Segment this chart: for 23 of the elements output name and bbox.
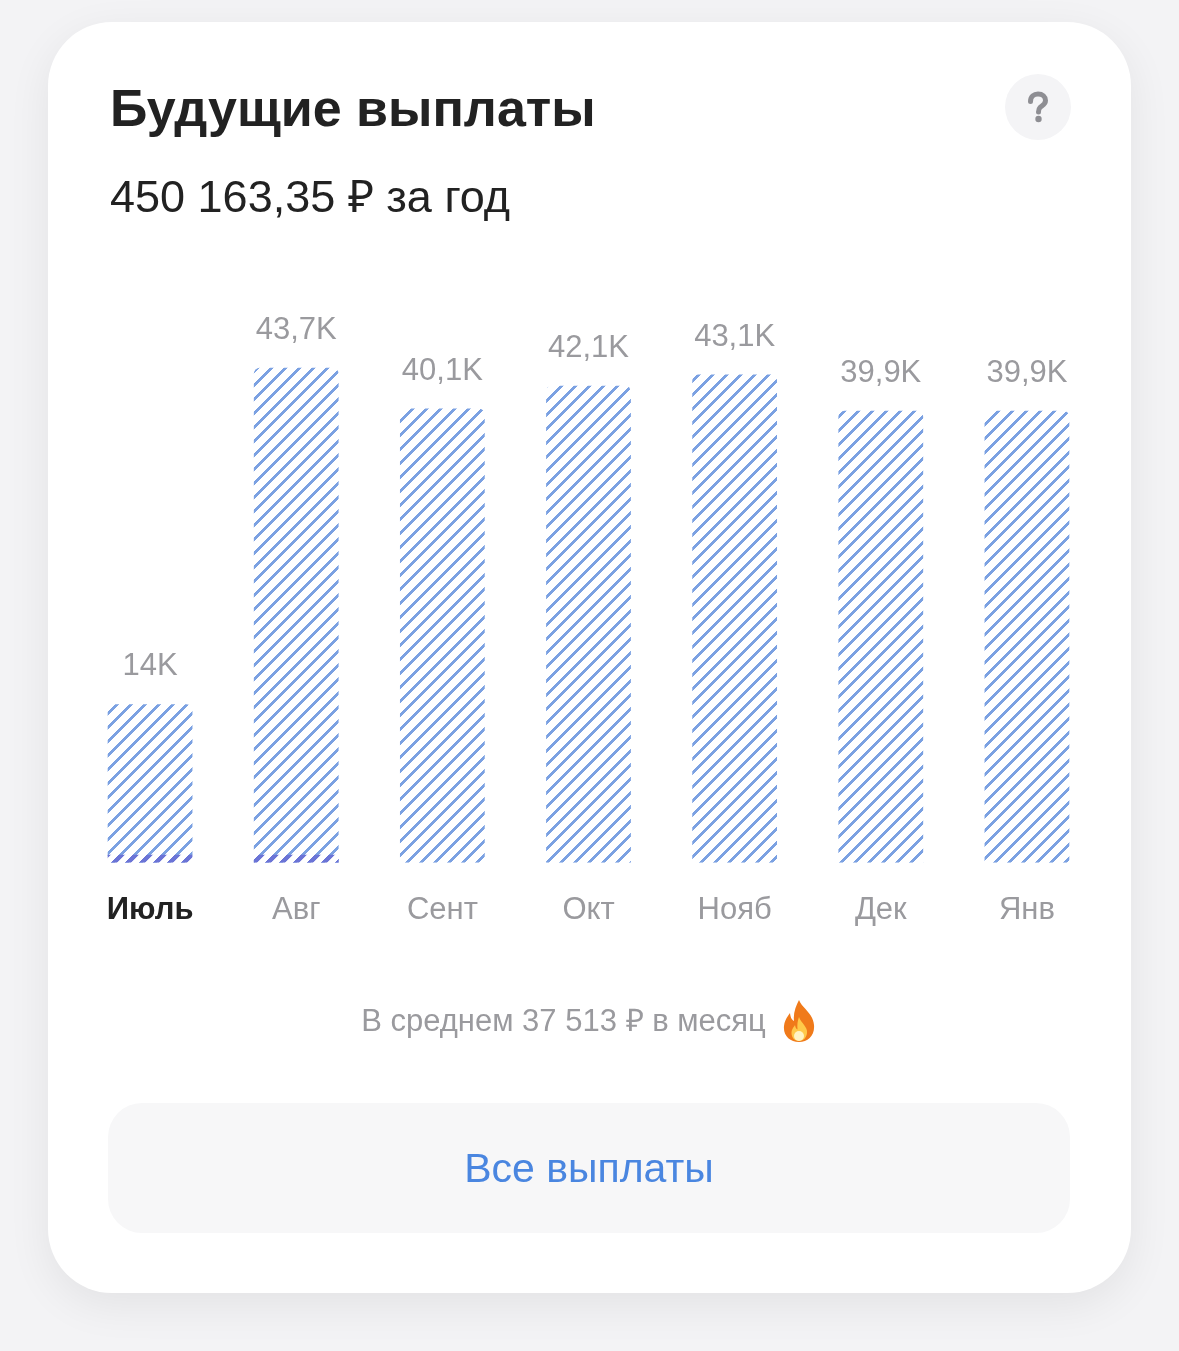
x-tick-label: Окт: [562, 890, 615, 926]
data-label: 43,7K: [255, 310, 338, 346]
x-tick-label: Июль: [106, 890, 194, 926]
bar: [399, 408, 485, 863]
x-tick-label: Авг: [271, 890, 321, 926]
bar: [984, 410, 1070, 863]
chart-title: Будущие выплаты: [110, 78, 596, 138]
x-tick-label: Нояб: [697, 890, 772, 926]
data-label: 39,9K: [840, 353, 922, 389]
data-label: 40,1K: [401, 351, 484, 387]
x-tick-label: Дек: [854, 890, 908, 926]
bar: [692, 374, 778, 863]
text: Все выплаты: [464, 1144, 714, 1193]
chart-subtitle: 450 163,35 ₽ за год: [110, 171, 511, 223]
data-label: 43,1K: [694, 317, 776, 353]
data-label: 39,9K: [986, 353, 1068, 389]
x-tick-label: Сент: [406, 890, 478, 926]
bar: [546, 385, 631, 863]
bar: [838, 410, 924, 863]
data-label: 14K: [122, 647, 178, 683]
text: В среднем 37 513 ₽ в месяц: [361, 1002, 766, 1040]
x-tick-label: Янв: [998, 890, 1055, 926]
data-label: 42,1K: [547, 328, 630, 364]
